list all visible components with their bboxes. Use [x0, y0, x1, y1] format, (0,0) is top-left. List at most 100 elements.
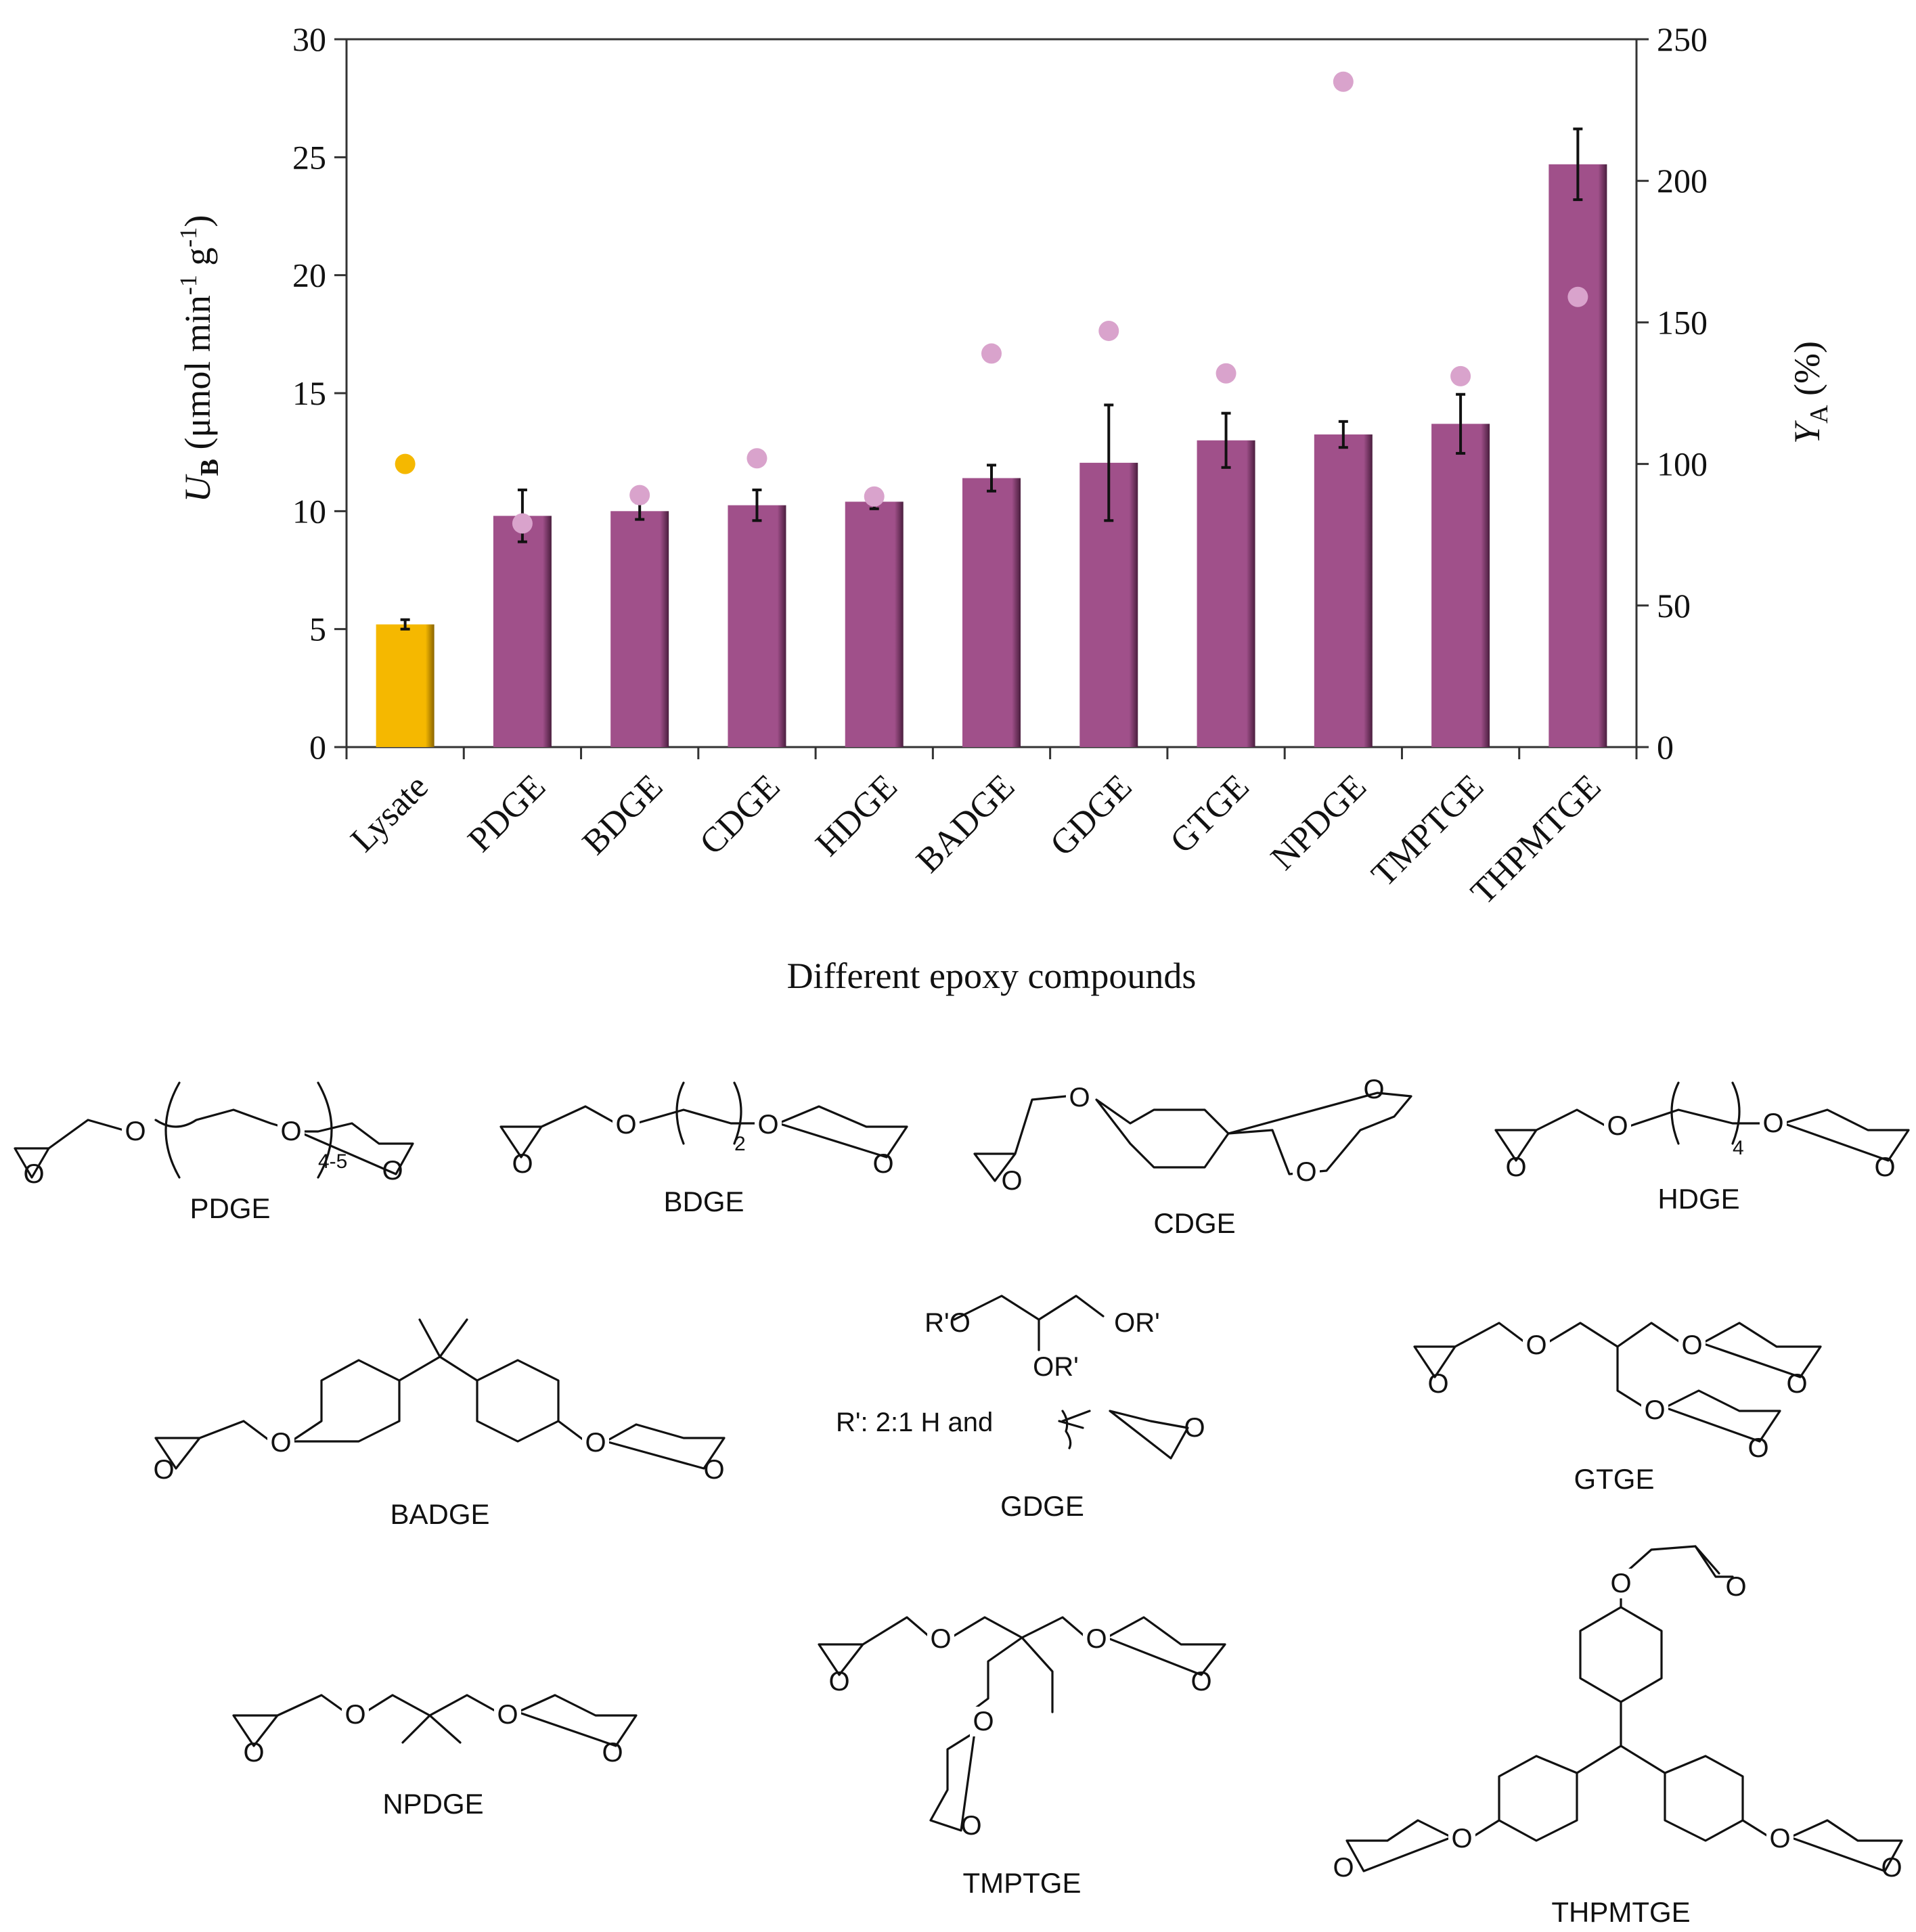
- bdge-repeat: 2: [734, 1133, 746, 1155]
- right-tick-label: 100: [1657, 445, 1708, 483]
- structure-cdge: O O O O CDGE: [973, 1075, 1412, 1239]
- scatter-point: [1333, 71, 1354, 92]
- left-tick-label: 25: [292, 138, 326, 176]
- tmptge-atom-2: O: [1086, 1624, 1107, 1654]
- bar: [376, 624, 435, 747]
- bar: [610, 511, 669, 747]
- y2-axis-subscript: A: [1805, 405, 1833, 424]
- gdge-note: R': 2:1 H and: [836, 1408, 993, 1437]
- bar: [1314, 434, 1373, 747]
- badge-atom-4: O: [703, 1455, 724, 1485]
- y-axis-unit-end: ): [177, 215, 218, 227]
- y-axis-sup-1: -1: [175, 275, 202, 295]
- scatter-series: [395, 71, 1588, 534]
- scatter-point: [1450, 365, 1471, 386]
- bar: [962, 478, 1021, 747]
- bar: [493, 516, 552, 747]
- bdge-atom-4: O: [872, 1149, 893, 1179]
- scatter-point: [512, 513, 533, 534]
- bar: [845, 501, 904, 747]
- gtge-atom-1: O: [1525, 1330, 1546, 1360]
- y2-axis-unit: (%): [1787, 341, 1827, 405]
- thpmtge-atom-4: O: [1725, 1572, 1746, 1602]
- structure-pdge: O O O O 4-5 PDGE: [14, 1081, 414, 1224]
- scatter-point: [629, 485, 650, 506]
- y-axis-title: UB (μmol min-1 g-1): [175, 215, 224, 503]
- structure-hdge: O O O O 4 HDGE: [1494, 1081, 1910, 1215]
- gtge-atom-4: O: [1427, 1369, 1448, 1399]
- npdge-atom-3: O: [243, 1738, 264, 1768]
- bar: [1197, 440, 1255, 747]
- y-axis-subscript: B: [196, 459, 224, 476]
- cdge-label: CDGE: [1153, 1207, 1235, 1239]
- tmptge-atom-3: O: [973, 1707, 994, 1736]
- hdge-label: HDGE: [1657, 1183, 1739, 1215]
- left-tick-label: 20: [292, 256, 326, 294]
- thpmtge-atom-1: O: [1610, 1569, 1631, 1598]
- gtge-atom-3: O: [1644, 1395, 1665, 1425]
- gdge-group-3: OR': [1033, 1352, 1079, 1382]
- bdge-atom-3: O: [512, 1149, 533, 1179]
- y-axis-unit-b: g: [177, 248, 218, 275]
- scatter-point: [395, 453, 416, 474]
- badge-atom-2: O: [585, 1428, 606, 1458]
- cdge-atom-2: O: [1295, 1157, 1316, 1187]
- structure-bdge: O O O O 2 BDGE: [499, 1081, 908, 1217]
- bar-series: [376, 164, 1607, 747]
- tmptge-atom-1: O: [930, 1624, 951, 1654]
- gdge-label: GDGE: [1000, 1490, 1084, 1522]
- thpmtge-label: THPMTGE: [1551, 1896, 1690, 1928]
- structure-badge: O O O O BADGE: [153, 1318, 726, 1530]
- gtge-atom-5: O: [1786, 1369, 1807, 1399]
- pdge-atom-4: O: [382, 1156, 403, 1186]
- scatter-point: [1567, 286, 1588, 307]
- thpmtge-atom-6: O: [1881, 1853, 1902, 1883]
- structure-thpmtge: O O O O O O THPMTGE: [1333, 1545, 1903, 1928]
- pdge-repeat: 4-5: [318, 1150, 347, 1173]
- left-tick-label: 10: [292, 492, 326, 530]
- thpmtge-atom-2: O: [1451, 1824, 1472, 1854]
- x-axis-title: Different epoxy compounds: [787, 956, 1197, 996]
- right-tick-label: 150: [1657, 303, 1708, 341]
- hdge-repeat: 4: [1733, 1137, 1744, 1159]
- structure-gdge: R'O OR' OR' R': 2:1 H and O GDGE: [836, 1295, 1205, 1522]
- cdge-atom-1: O: [1069, 1083, 1090, 1113]
- left-ticks: 0 5 10 15 20 25 30: [292, 20, 347, 766]
- gtge-label: GTGE: [1574, 1463, 1654, 1495]
- left-tick-label: 5: [309, 610, 326, 648]
- bar: [1549, 164, 1607, 747]
- bdge-atom-1: O: [615, 1110, 636, 1140]
- npdge-atom-4: O: [602, 1738, 623, 1768]
- gtge-atom-6: O: [1747, 1433, 1768, 1463]
- left-tick-label: 30: [292, 20, 326, 58]
- tmptge-label: TMPTGE: [963, 1867, 1082, 1899]
- right-ticks: 0 50 100 150 200 250: [1636, 20, 1708, 766]
- y-axis-sup-2: -1: [175, 227, 202, 248]
- tmptge-atom-5: O: [1190, 1667, 1211, 1697]
- thpmtge-atom-5: O: [1333, 1853, 1354, 1883]
- pdge-atom-3: O: [23, 1159, 44, 1189]
- tmptge-atom-6: O: [960, 1811, 981, 1841]
- scatter-point: [864, 486, 885, 507]
- structure-npdge: O O O O NPDGE: [232, 1694, 638, 1820]
- cdge-atom-4: O: [1363, 1075, 1384, 1104]
- right-tick-label: 200: [1657, 162, 1708, 200]
- structure-gtge: O O O O O O GTGE: [1413, 1322, 1822, 1495]
- right-tick-label: 250: [1657, 20, 1708, 58]
- y-axis-symbol: U: [177, 474, 218, 502]
- structure-tmptge: O O O O O O TMPTGE: [818, 1616, 1226, 1899]
- tmptge-atom-4: O: [828, 1667, 849, 1697]
- bar: [728, 505, 786, 747]
- y-axis-unit-a: (μmol min: [177, 295, 218, 459]
- left-tick-label: 15: [292, 374, 326, 412]
- pdge-label: PDGE: [190, 1192, 270, 1224]
- hdge-atom-4: O: [1874, 1152, 1895, 1182]
- left-tick-label: 0: [309, 728, 326, 766]
- scatter-point: [1098, 320, 1119, 341]
- scatter-point: [1216, 363, 1237, 384]
- cdge-atom-3: O: [1001, 1166, 1022, 1196]
- right-tick-label: 50: [1657, 587, 1691, 625]
- npdge-atom-2: O: [497, 1700, 518, 1730]
